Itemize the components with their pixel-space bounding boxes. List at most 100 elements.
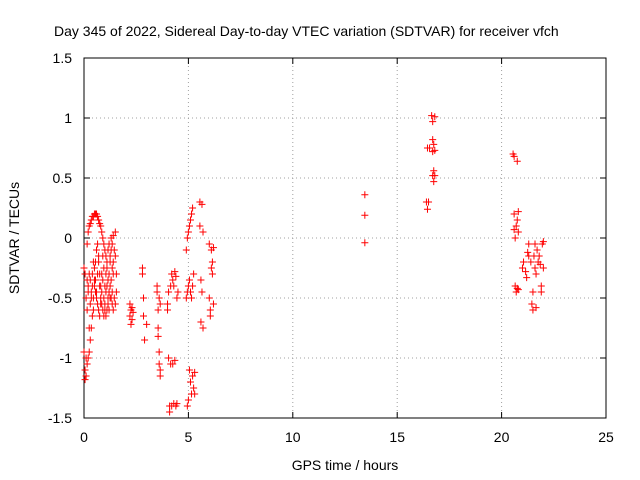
data-point: [155, 348, 163, 356]
data-point: [95, 216, 103, 224]
data-point: [529, 288, 537, 296]
data-point: [107, 276, 115, 284]
data-point: [80, 264, 88, 272]
data-point: [197, 318, 205, 326]
data-point: [106, 282, 114, 290]
data-point: [186, 216, 194, 224]
data-point: [169, 276, 177, 284]
data-point: [108, 264, 116, 272]
data-point: [537, 288, 545, 296]
data-point: [429, 136, 437, 144]
data-point: [185, 276, 193, 284]
data-point: [208, 258, 216, 266]
data-point: [431, 113, 439, 121]
data-point: [173, 400, 181, 408]
data-point: [128, 316, 136, 324]
data-point: [155, 294, 163, 302]
data-point: [128, 304, 136, 312]
y-tick-label: 1: [64, 110, 72, 126]
data-point: [94, 212, 102, 220]
data-point: [522, 268, 530, 276]
data-point: [164, 300, 172, 308]
data-point: [198, 288, 206, 296]
data-point: [126, 312, 134, 320]
data-point: [156, 366, 164, 374]
data-point: [539, 264, 547, 272]
data-point: [510, 210, 518, 218]
data-point: [425, 198, 433, 206]
data-point: [199, 228, 207, 236]
data-point: [184, 396, 192, 404]
data-point: [95, 258, 103, 266]
data-point: [531, 240, 539, 248]
data-point: [153, 288, 161, 296]
data-point: [514, 208, 522, 216]
data-point: [361, 191, 369, 199]
data-point: [154, 332, 162, 340]
data-point: [155, 360, 163, 368]
data-point: [109, 258, 117, 266]
data-point: [138, 270, 146, 278]
data-point: [513, 216, 521, 224]
data-point: [430, 140, 438, 148]
data-point: [518, 264, 526, 272]
data-point: [112, 288, 120, 296]
data-point: [93, 246, 101, 254]
data-point: [183, 234, 191, 242]
data-point: [430, 167, 438, 175]
data-point: [94, 240, 102, 248]
y-tick-label: 1.5: [53, 50, 73, 66]
data-point: [532, 270, 540, 278]
data-point: [154, 306, 162, 314]
data-point: [171, 268, 179, 276]
y-tick-label: -0.5: [48, 290, 72, 306]
data-point: [98, 228, 106, 236]
data-point: [127, 320, 135, 328]
data-point: [428, 112, 436, 120]
data-point: [429, 118, 437, 126]
data-point: [537, 282, 545, 290]
data-point: [109, 306, 117, 314]
data-point: [512, 222, 520, 230]
data-point: [141, 336, 149, 344]
data-point: [169, 360, 177, 368]
data-point: [143, 320, 151, 328]
plot-frame: [83, 57, 607, 419]
data-point: [514, 228, 522, 236]
data-point: [539, 238, 547, 246]
data-point: [86, 220, 94, 228]
data-point: [198, 200, 206, 208]
data-point: [165, 354, 173, 362]
data-point: [87, 324, 95, 332]
data-point: [166, 408, 174, 416]
data-point: [532, 304, 540, 312]
x-tick-label: 5: [185, 429, 193, 445]
data-point: [423, 205, 431, 213]
data-point: [525, 240, 533, 248]
data-points: [80, 112, 547, 416]
data-point: [196, 222, 204, 230]
data-point: [138, 264, 146, 272]
data-point: [361, 211, 369, 219]
data-point: [205, 240, 213, 248]
data-point: [84, 354, 92, 362]
data-point: [81, 376, 89, 384]
data-point: [209, 300, 217, 308]
data-point: [81, 366, 89, 374]
data-point: [171, 356, 179, 364]
data-point: [536, 260, 544, 268]
x-tick-label: 20: [494, 429, 510, 445]
data-point: [99, 234, 107, 242]
data-point: [189, 372, 197, 380]
data-point: [528, 300, 536, 308]
data-point: [90, 264, 98, 272]
tick-labels: 0 5 10 15 20 25 -1.5 -1 -0.5 0 0.5 1 1.5: [48, 50, 614, 445]
data-point: [197, 276, 205, 284]
data-point: [174, 288, 182, 296]
data-point: [111, 228, 119, 236]
data-point: [82, 372, 90, 380]
data-point: [182, 246, 190, 254]
data-point: [86, 300, 94, 308]
data-point: [190, 270, 198, 278]
